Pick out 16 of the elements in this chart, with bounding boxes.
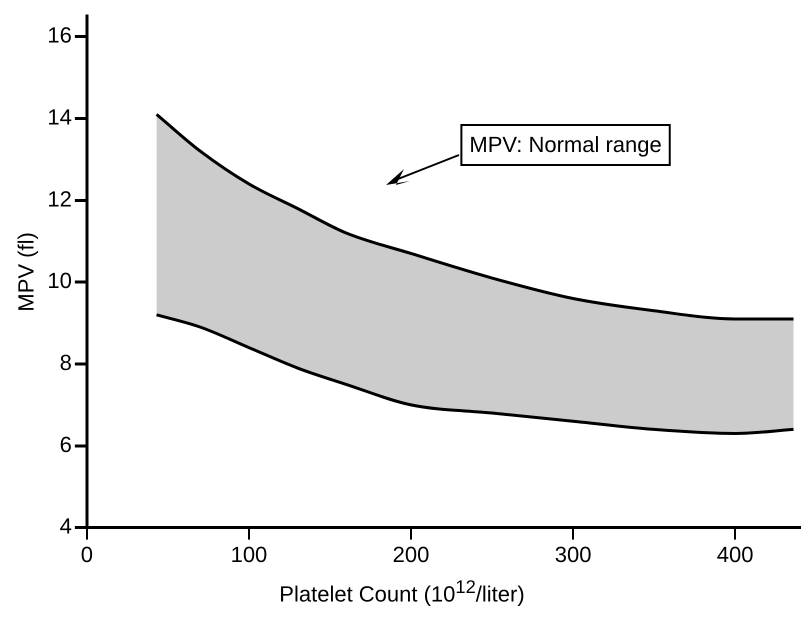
x-tick-label: 100 [230,542,268,567]
y-tick-label: 14 [47,104,72,130]
annotation: MPV: Normal range [469,132,662,158]
x-tick-label: 400 [716,542,754,567]
y-tick-label: 12 [47,186,72,212]
y-tick-label: 8 [60,350,72,376]
line-series [155,313,796,436]
x-tick-label: 0 [80,542,93,567]
x-tick-label: 300 [554,542,592,567]
x-tick-label: 200 [392,542,430,567]
y-axis-title: MPV (fl) [13,232,38,312]
y-tick-label: 16 [47,22,72,48]
y-tick-label: 4 [60,514,72,539]
x-axis-title: Platelet Count (10$^{12}$/liter) [278,576,526,608]
y-tick-label: 6 [60,432,72,457]
y-tick-label: 10 [47,268,72,294]
